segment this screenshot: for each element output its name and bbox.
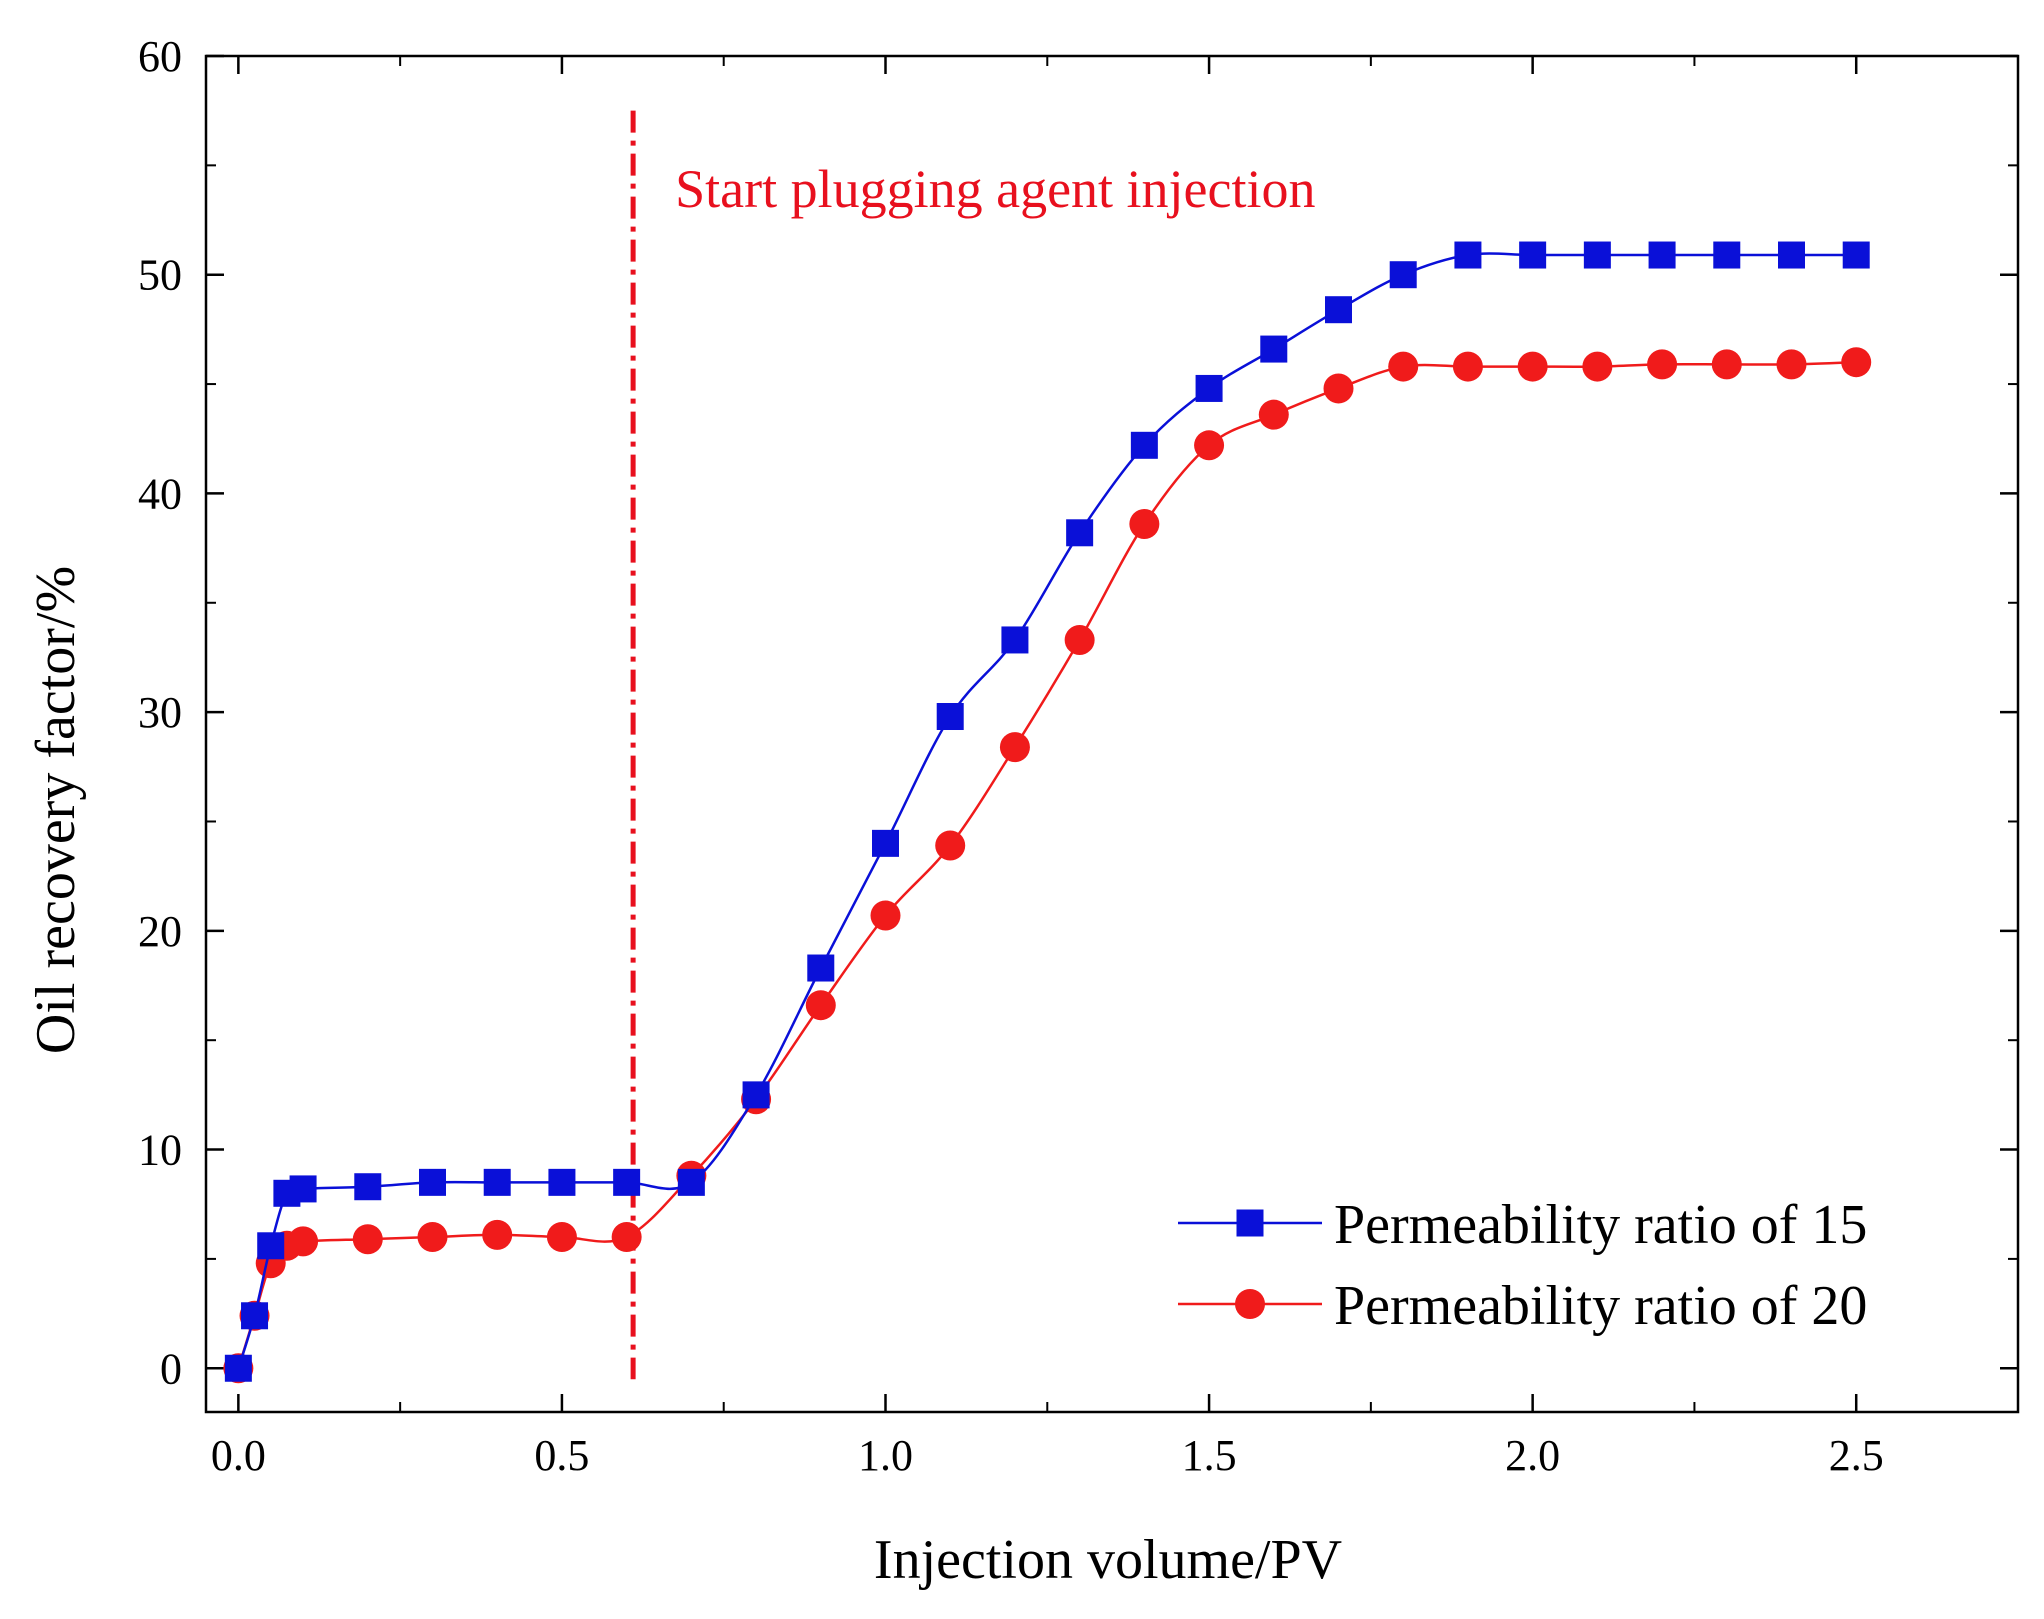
data-point-ratio-20: [935, 830, 966, 861]
data-point-ratio-20: [1452, 351, 1483, 382]
data-point-ratio-20: [870, 900, 901, 931]
x-tick-label: 0.5: [534, 1431, 589, 1480]
data-point-ratio-15: [1519, 241, 1547, 269]
data-point-ratio-20: [417, 1222, 448, 1253]
data-point-ratio-20: [352, 1224, 383, 1255]
data-point-ratio-15: [742, 1081, 770, 1109]
data-point-ratio-20: [1258, 399, 1289, 430]
y-tick-label: 40: [138, 469, 182, 518]
data-point-ratio-15: [936, 703, 964, 731]
data-point-ratio-20: [1323, 373, 1354, 404]
data-point-ratio-15: [1778, 241, 1805, 269]
legend-marker-ratio-15: [1236, 1209, 1264, 1237]
x-tick-label: 0.0: [211, 1431, 266, 1480]
data-point-ratio-15: [1066, 519, 1094, 547]
data-point-ratio-15: [1325, 296, 1352, 324]
data-point-ratio-15: [1583, 241, 1611, 269]
y-axis-title: Oil recovery factor/%: [25, 566, 87, 1054]
data-point-ratio-15: [224, 1354, 252, 1382]
plot-frame: [204, 54, 2020, 1414]
x-tick-label: 2.5: [1829, 1431, 1884, 1480]
data-point-ratio-15: [1130, 431, 1158, 459]
data-point-ratio-20: [1129, 509, 1160, 540]
data-point-ratio-15: [1389, 261, 1417, 289]
data-point-ratio-15: [613, 1168, 641, 1196]
data-point-ratio-15: [354, 1173, 382, 1201]
data-point-ratio-20: [1194, 430, 1225, 461]
legend: Permeability ratio of 15 Permeability rat…: [1178, 1194, 1867, 1337]
data-point-ratio-20: [1841, 347, 1872, 378]
data-point-ratio-20: [482, 1219, 513, 1250]
data-point-ratio-15: [807, 954, 835, 982]
data-point-ratio-15: [483, 1168, 511, 1196]
data-point-ratio-20: [1776, 349, 1807, 380]
y-tick-label: 20: [138, 907, 182, 956]
y-tick-label: 0: [160, 1344, 182, 1393]
series-ratio-15: [224, 241, 1870, 1382]
data-point-ratio-15: [1842, 241, 1870, 269]
x-tick-label: 1.0: [858, 1431, 913, 1480]
plugging-start-label: Start plugging agent injection: [675, 159, 1315, 219]
legend-label-ratio-15: Permeability ratio of 15: [1334, 1194, 1867, 1256]
y-tick-label: 10: [138, 1126, 182, 1175]
data-point-ratio-15: [1648, 241, 1676, 269]
data-point-ratio-15: [1713, 241, 1741, 269]
legend-marker-ratio-20: [1235, 1289, 1265, 1319]
y-tick-label: 60: [138, 32, 182, 81]
data-point-ratio-15: [872, 829, 899, 857]
y-tick-label: 30: [138, 688, 182, 737]
data-point-ratio-20: [1064, 624, 1095, 655]
data-point-ratio-20: [611, 1222, 642, 1253]
data-point-ratio-15: [1260, 335, 1288, 363]
data-point-ratio-15: [241, 1302, 269, 1330]
x-tick-label: 1.5: [1182, 1431, 1237, 1480]
x-axis-title: Injection volume/PV: [874, 1529, 1342, 1591]
data-point-ratio-20: [805, 990, 836, 1021]
data-point-ratio-20: [546, 1222, 577, 1253]
data-point-ratio-15: [1454, 241, 1482, 269]
x-tick-label: 2.0: [1505, 1431, 1560, 1480]
data-point-ratio-15: [1195, 374, 1223, 402]
data-point-ratio-15: [419, 1168, 446, 1196]
data-point-ratio-15: [1001, 626, 1029, 654]
data-point-ratio-20: [1647, 349, 1678, 380]
data-point-ratio-20: [1582, 351, 1613, 382]
y-tick-label: 50: [138, 251, 182, 300]
legend-label-ratio-20: Permeability ratio of 20: [1334, 1275, 1867, 1337]
data-point-ratio-20: [999, 732, 1030, 763]
data-point-ratio-20: [1711, 349, 1742, 380]
data-point-ratio-15: [257, 1232, 285, 1260]
data-point-ratio-15: [289, 1175, 317, 1203]
data-point-ratio-20: [1388, 351, 1419, 382]
data-point-ratio-15: [677, 1168, 705, 1196]
data-point-ratio-15: [548, 1168, 576, 1196]
data-point-ratio-20: [288, 1226, 319, 1257]
data-point-ratio-20: [1517, 351, 1548, 382]
